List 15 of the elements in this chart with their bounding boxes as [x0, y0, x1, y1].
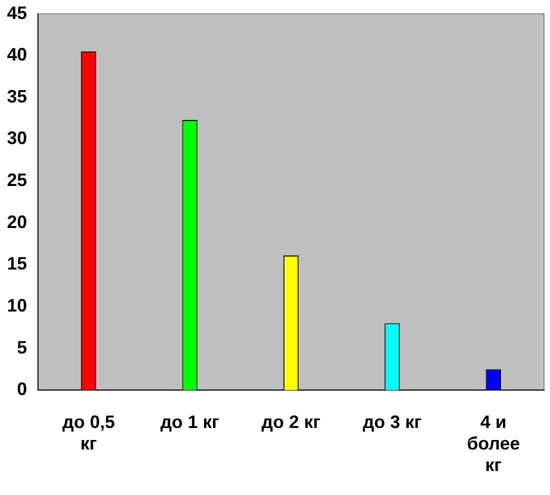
y-tick-label: 40: [6, 44, 28, 65]
x-tick-label: до 0,5 кг: [62, 412, 115, 454]
x-tick-label: до 1 кг: [160, 412, 220, 432]
y-tick-label: 25: [6, 170, 28, 190]
y-tick-label: 35: [6, 86, 28, 106]
y-tick-label: 30: [6, 128, 28, 148]
x-tick-label: до 3 кг: [362, 412, 422, 432]
y-tick-label: 45: [6, 2, 28, 23]
y-tick-label: 0: [17, 379, 28, 400]
x-tick-label: до 2 кг: [262, 412, 321, 432]
y-tick-label: 10: [6, 296, 28, 316]
y-tick-label: 15: [6, 254, 28, 274]
x-tick-label: 4 и более кг: [466, 412, 520, 476]
y-tick-label: 5: [17, 337, 28, 358]
y-tick-label: 20: [6, 212, 28, 232]
